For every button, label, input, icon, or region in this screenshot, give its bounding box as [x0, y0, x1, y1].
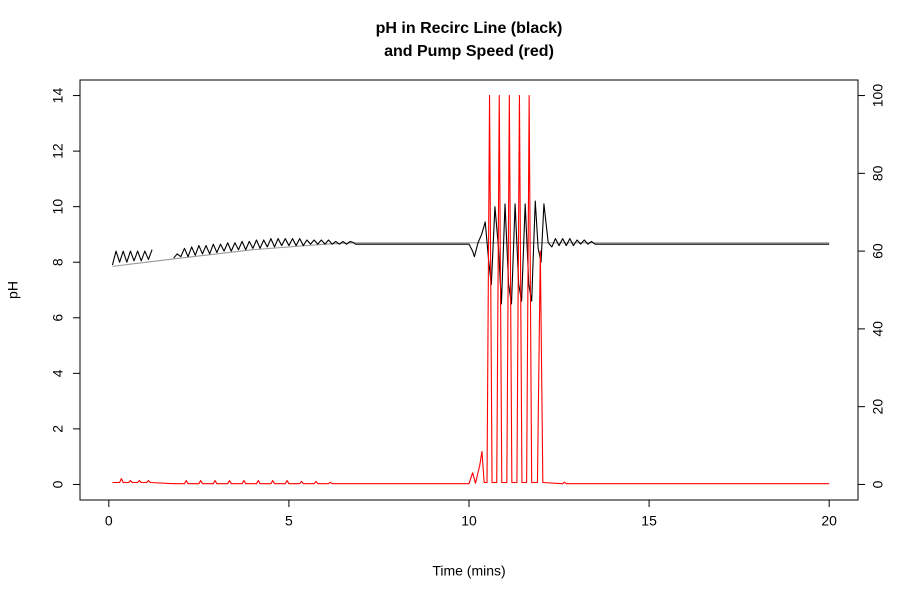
y2-tick-label: 20 [870, 399, 886, 415]
chart-title: pH in Recirc Line (black) [376, 20, 563, 37]
y-tick-label: 0 [50, 480, 66, 488]
y-tick-label: 14 [50, 88, 66, 104]
y-tick-label: 4 [50, 369, 66, 377]
y2-tick-label: 80 [870, 165, 886, 181]
y-tick-label: 10 [50, 199, 66, 215]
x-tick-label: 0 [105, 513, 113, 529]
x-tick-label: 10 [461, 513, 477, 529]
data-line [111, 200, 830, 305]
data-line [112, 95, 830, 485]
y-tick-label: 2 [50, 425, 66, 433]
data-line [112, 242, 830, 267]
y2-tick-label: 0 [870, 480, 886, 488]
x-axis-label: Time (mins) [432, 563, 505, 579]
y-tick-label: 6 [50, 314, 66, 322]
y-tick-label: 8 [50, 258, 66, 266]
y2-tick-label: 40 [870, 321, 886, 337]
plot-box [79, 79, 859, 501]
x-tick-label: 15 [641, 513, 657, 529]
chart-title: and Pump Speed (red) [384, 43, 554, 60]
y-tick-label: 12 [50, 143, 66, 159]
y-axis-label: pH [5, 281, 21, 299]
x-tick-label: 20 [821, 513, 837, 529]
x-tick-label: 5 [285, 513, 293, 529]
y2-tick-label: 100 [870, 84, 886, 108]
y2-tick-label: 60 [870, 243, 886, 259]
